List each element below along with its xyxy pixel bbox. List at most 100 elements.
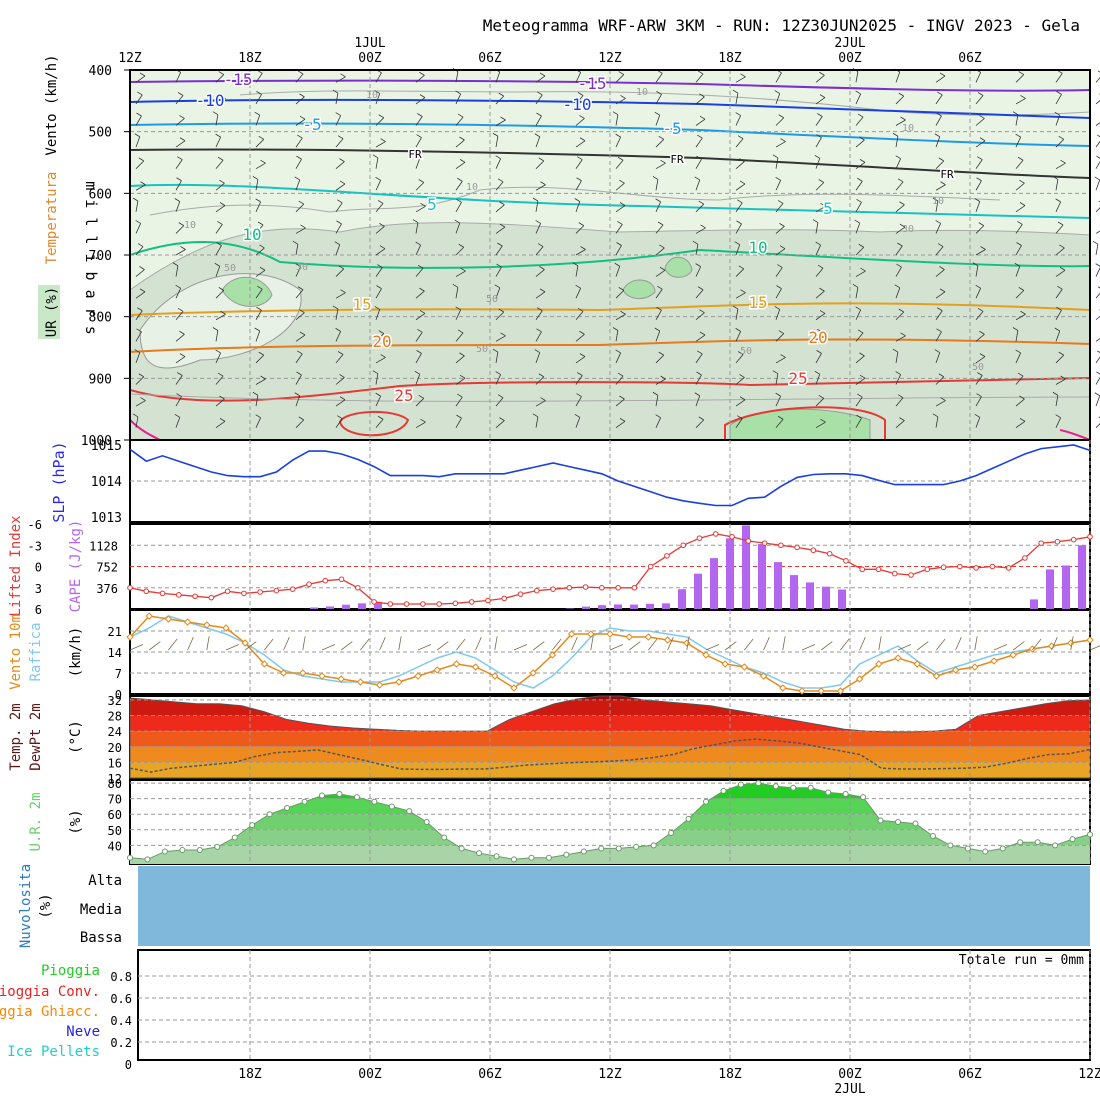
- wind-barb: [1095, 267, 1100, 277]
- wind-barb: [1095, 395, 1100, 407]
- wind-barb-flag: [340, 289, 346, 294]
- wind-barb-flag: [857, 113, 864, 118]
- wind-barb: [495, 204, 505, 213]
- li-ytick: -6: [28, 518, 42, 532]
- wind-barb: [135, 184, 146, 191]
- wind-barb: [615, 266, 621, 277]
- wind-barb-flag: [780, 354, 786, 358]
- wind-barb: [255, 395, 259, 407]
- isotherm-label: 25: [394, 386, 413, 405]
- precip-ytick: 0.2: [110, 1036, 132, 1050]
- rh2m-point: [441, 834, 448, 841]
- wind-barb-flag: [612, 111, 619, 116]
- li-point: [875, 566, 882, 573]
- wind-barb-flag: [736, 220, 742, 225]
- wind-barb-flag: [576, 177, 582, 182]
- wind-barb-flag: [220, 310, 226, 315]
- wind-barb-flag: [299, 331, 306, 336]
- wind-barb: [455, 270, 466, 277]
- wind-barb-flag: [1094, 392, 1100, 397]
- wind-barb: [135, 291, 146, 299]
- wind-barb: [655, 94, 662, 105]
- wind-barb-flag: [177, 156, 183, 160]
- wind-barb-flag: [734, 241, 740, 246]
- wind-barb-flag: [456, 198, 462, 203]
- wind-barb: [975, 311, 984, 321]
- wind-barb-flag: [858, 243, 864, 248]
- wind-barb: [1095, 76, 1100, 83]
- wind-barb: [215, 136, 222, 148]
- wind-barb: [255, 378, 266, 385]
- bottom-axis-label: 18Z: [238, 1067, 262, 1082]
- wind-barb-flag: [652, 391, 659, 396]
- wind-barb-flag: [176, 177, 182, 182]
- wind-barb-flag: [936, 112, 942, 117]
- wind-barb: [135, 200, 139, 212]
- wind-barb-flag: [1060, 375, 1066, 380]
- cape-ytick: 1128: [89, 539, 118, 553]
- li-ytick: 6: [35, 603, 42, 617]
- wind-barb-flag: [172, 262, 179, 267]
- precip-ytick: 0.4: [110, 1014, 132, 1028]
- cape-bar: [742, 525, 750, 609]
- li-point: [664, 553, 670, 559]
- wind-barb-flag: [299, 115, 306, 120]
- wind-barb-flag: [297, 286, 304, 291]
- wind-barb: [255, 115, 261, 126]
- wind-barb-flag: [934, 349, 940, 353]
- wind-barb-flag: [897, 394, 904, 398]
- wind-barb-flag: [377, 264, 383, 268]
- wind-barb: [695, 118, 706, 126]
- rh2m-point: [1069, 836, 1076, 843]
- li-point: [908, 572, 914, 578]
- slp-line: [129, 444, 1091, 507]
- wind-barb: [655, 115, 661, 126]
- wind-barb-flag: [932, 413, 939, 418]
- wind-barb: [135, 246, 144, 256]
- wind-barb: [575, 140, 586, 148]
- wind-barb: [535, 115, 542, 126]
- wind-barb-flag: [1057, 285, 1063, 290]
- wind-barb: [375, 203, 384, 213]
- wind-barb: [975, 140, 986, 148]
- wind-barb-flag: [619, 418, 626, 422]
- wind-barb-flag: [812, 219, 819, 223]
- wind-barb: [335, 76, 346, 83]
- wind-barb-flag: [776, 285, 782, 289]
- rh2m-ytick: 40: [108, 839, 122, 853]
- wind-barb-flag: [252, 176, 259, 180]
- wind-barb-flag: [1054, 327, 1060, 332]
- temp2m-unit: (°C): [68, 720, 84, 754]
- wind-barb: [895, 226, 906, 234]
- rh2m-unit: (%): [68, 809, 84, 834]
- wind10-arrow: [302, 636, 306, 651]
- wind-barb: [735, 115, 742, 126]
- li-point: [420, 601, 426, 607]
- wind-barb-flag: [895, 371, 901, 375]
- wind-barb: [1055, 179, 1059, 191]
- wind-barb-flag: [1018, 71, 1024, 75]
- wind-barb: [775, 357, 786, 364]
- cloud-unit: (%): [38, 893, 54, 918]
- rh-contour-label: 10: [932, 196, 944, 207]
- wind-barb: [575, 118, 585, 126]
- wind-barb: [855, 417, 862, 428]
- wind-barb: [175, 201, 181, 212]
- wind-barb: [615, 159, 624, 169]
- wind-barb: [855, 287, 859, 299]
- wind-barb: [175, 140, 186, 148]
- wind-barb: [655, 330, 661, 342]
- cloud-panel: Alta Media Bassa Nuvolosita (%): [18, 864, 1090, 948]
- wind-barb: [335, 202, 343, 213]
- rh-contour-label: 10: [636, 87, 648, 98]
- cape-bar: [710, 558, 718, 609]
- wind-barb-flag: [220, 95, 226, 99]
- wind-barb: [735, 331, 742, 342]
- li-point: [127, 584, 133, 591]
- wind-barb-flag: [499, 201, 505, 206]
- wind-barb: [215, 98, 226, 105]
- wind-barb: [335, 377, 345, 385]
- wind-barb-flag: [1058, 351, 1064, 356]
- wind-barb: [535, 75, 546, 83]
- wind-barb-flag: [140, 397, 146, 401]
